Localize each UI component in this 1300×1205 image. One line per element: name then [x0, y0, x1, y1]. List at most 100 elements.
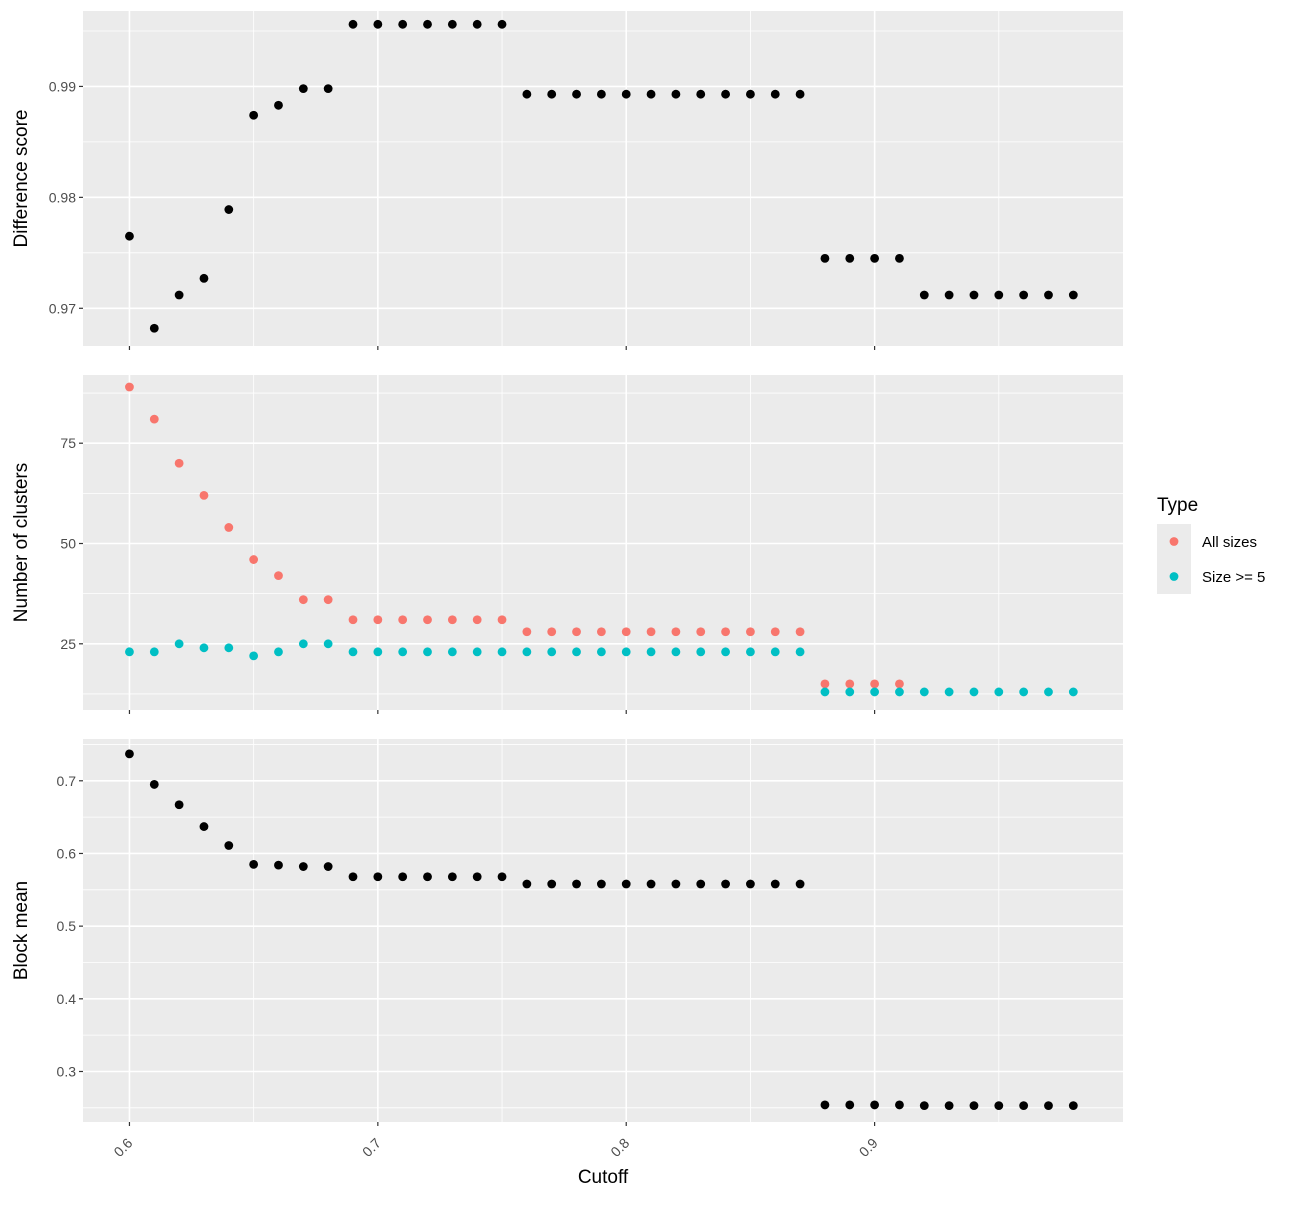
data-point [1044, 290, 1053, 300]
data-point [895, 687, 904, 697]
data-point [572, 89, 581, 99]
data-point [274, 100, 283, 110]
data-point [472, 872, 482, 882]
data-point [1019, 687, 1029, 697]
data-point [398, 615, 408, 625]
data-point [348, 615, 358, 625]
data-point [820, 1100, 830, 1110]
data-point [1019, 290, 1029, 300]
data-point [994, 290, 1004, 300]
data-point [646, 647, 656, 657]
data-point [497, 872, 507, 882]
y-tick-label: 50 [60, 536, 76, 552]
data-point [1044, 687, 1053, 697]
data-point [671, 647, 681, 657]
data-point [149, 414, 159, 424]
data-point [348, 872, 358, 882]
data-point [596, 627, 606, 637]
data-point [919, 1101, 929, 1111]
panel-background [83, 375, 1123, 710]
data-point [174, 458, 184, 468]
data-point [224, 643, 234, 653]
data-point [919, 290, 929, 300]
data-point [944, 1101, 954, 1111]
data-point [373, 647, 383, 657]
data-point [174, 639, 184, 649]
data-point [895, 679, 904, 689]
data-point [572, 879, 581, 889]
data-point [572, 647, 581, 657]
data-point [323, 639, 333, 649]
data-point [646, 627, 656, 637]
data-point [125, 749, 134, 759]
y-tick-label: 0.6 [57, 845, 77, 861]
legend-title: Type [1157, 495, 1198, 516]
data-point [125, 382, 134, 392]
data-point [323, 595, 333, 605]
x-tick-label: 0.8 [607, 1135, 632, 1160]
facet-panel-3: 0.3 0.4 0.5 0.6 0.7 Block mean [11, 739, 1123, 1126]
data-point [721, 879, 730, 889]
data-point [870, 679, 880, 689]
data-point [1068, 290, 1078, 300]
data-point [969, 1101, 979, 1111]
data-point [447, 615, 457, 625]
data-point [795, 647, 805, 657]
data-point [1044, 1101, 1053, 1111]
data-point [621, 627, 631, 637]
data-point [770, 647, 780, 657]
data-point [522, 627, 532, 637]
y-tick-label: 0.3 [57, 1063, 77, 1079]
panel-background [83, 739, 1123, 1122]
data-point [969, 290, 979, 300]
legend-label: Size >= 5 [1202, 569, 1265, 586]
data-point [1068, 687, 1078, 697]
y-axis-title: Block mean [11, 881, 32, 980]
data-point [249, 110, 259, 120]
data-point [671, 89, 681, 99]
data-point [547, 627, 557, 637]
data-point [845, 679, 855, 689]
data-point [373, 615, 383, 625]
data-point [596, 647, 606, 657]
data-point [224, 205, 234, 214]
data-point [348, 647, 358, 657]
data-point [696, 647, 706, 657]
y-tick-label: 0.4 [57, 991, 77, 1007]
data-point [671, 627, 681, 637]
data-point [746, 647, 755, 657]
data-point [323, 84, 333, 94]
data-point [447, 19, 457, 29]
panel-background [83, 11, 1123, 346]
data-point [646, 89, 656, 99]
data-point [696, 89, 706, 99]
data-point [820, 253, 830, 263]
data-point [149, 323, 159, 333]
data-point [522, 647, 532, 657]
data-point [696, 879, 706, 889]
data-point [646, 879, 656, 889]
legend-key [1169, 572, 1179, 581]
data-point [547, 647, 557, 657]
data-point [447, 647, 457, 657]
data-point [770, 89, 780, 99]
data-point [472, 647, 482, 657]
data-point [820, 687, 830, 697]
data-point [596, 89, 606, 99]
data-point [845, 253, 855, 263]
data-point [423, 872, 432, 882]
data-point [298, 84, 308, 94]
y-tick-label: 0.99 [49, 78, 76, 94]
y-tick-label: 75 [60, 435, 76, 451]
data-point [423, 615, 432, 625]
data-point [274, 860, 283, 870]
data-point [274, 571, 283, 580]
data-point [522, 879, 532, 889]
data-point [721, 89, 730, 99]
data-point [994, 687, 1004, 697]
data-point [398, 647, 408, 657]
y-axis-title: Difference score [11, 110, 32, 248]
y-tick-label: 0.5 [57, 918, 77, 934]
